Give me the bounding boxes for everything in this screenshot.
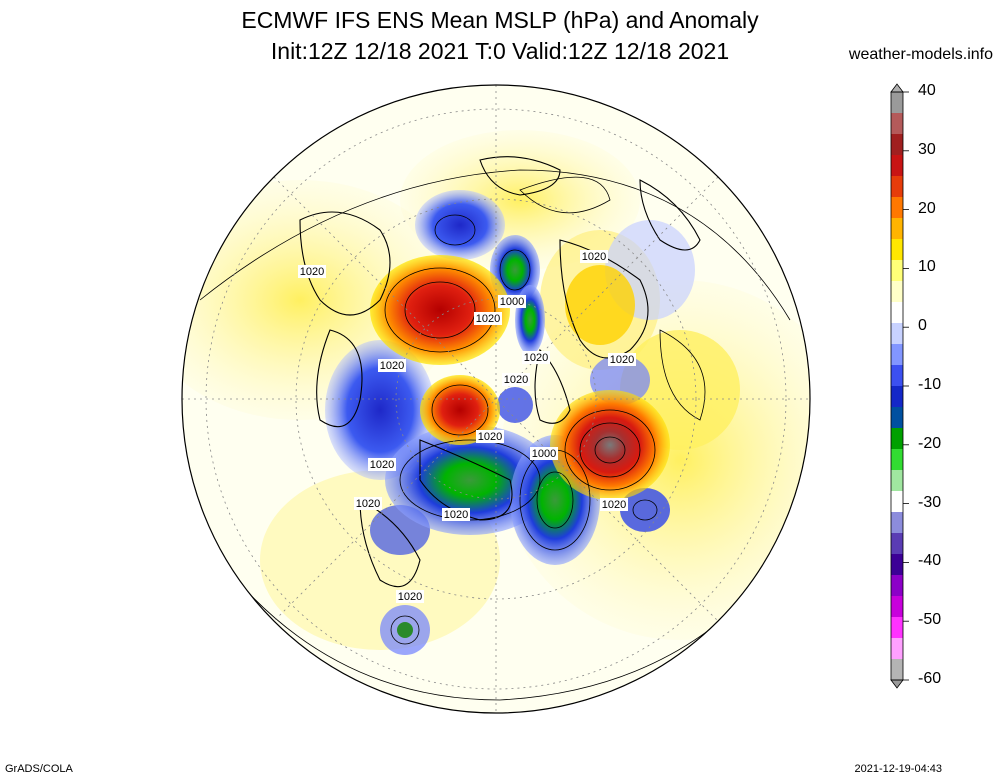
colorbar-top-arrow [890, 83, 904, 93]
isobar-label: 1020 [398, 591, 422, 603]
isobar-label: 1020 [582, 251, 606, 263]
colorbar-segment [891, 596, 903, 618]
colorbar-segment [891, 134, 903, 156]
colorbar-tick-label: -40 [918, 552, 942, 570]
isobar-label: 1020 [602, 499, 626, 511]
colorbar-tick-label: -30 [918, 493, 942, 511]
isobar-label: 1020 [504, 374, 528, 386]
colorbar-segment [891, 638, 903, 660]
colorbar-tick-label: 20 [918, 199, 936, 217]
isobar-label-group: 1020 1020 1020 1000 1020 1020 1020 1020 … [298, 250, 636, 603]
source-credit: weather-models.info [848, 46, 993, 63]
colorbar-segment [891, 407, 903, 429]
colorbar-segment [891, 617, 903, 639]
colorbar-segment [891, 428, 903, 450]
map-title: ECMWF IFS ENS Mean MSLP (hPa) and Anomal… [241, 7, 759, 33]
colorbar-segment [891, 470, 903, 492]
colorbar-tick-label: 0 [918, 317, 927, 335]
isobar-label: 1020 [356, 498, 380, 510]
colorbar-segment [891, 554, 903, 576]
colorbar-segment [891, 323, 903, 345]
colorbar-tick-label: -50 [918, 611, 942, 629]
isobar-label: 1000 [532, 448, 556, 460]
colorbar-segment [891, 449, 903, 471]
colorbar-segment [891, 512, 903, 534]
colorbar-segment [891, 197, 903, 219]
isobar-label: 1020 [476, 313, 500, 325]
colorbar-frame [890, 91, 904, 681]
colorbar-segment [891, 155, 903, 177]
colorbar-segment [891, 302, 903, 324]
colorbar-segment [891, 386, 903, 408]
colorbar-segment [891, 281, 903, 303]
software-credit: GrADS/COLA [5, 763, 73, 775]
colorbar [890, 83, 909, 689]
colorbar-tick-label: -10 [918, 376, 942, 393]
colorbar-segment [891, 176, 903, 198]
isobar-label: 1000 [500, 296, 524, 308]
colorbar-segment [891, 365, 903, 387]
colorbar-segment [891, 533, 903, 555]
isobar-label: 1020 [444, 509, 468, 521]
colorbar-tick-label: -20 [918, 434, 942, 452]
map-subtitle: Init:12Z 12/18 2021 T:0 Valid:12Z 12/18 … [270, 38, 730, 64]
colorbar-tick-label: -60 [918, 670, 942, 687]
isobar-label: 1020 [370, 459, 394, 471]
isobar-label: 1020 [610, 354, 634, 366]
colorbar-segment [891, 344, 903, 366]
isobar-label: 1020 [380, 360, 404, 372]
colorbar-segment [891, 491, 903, 513]
map-border [181, 84, 811, 714]
isobar-label: 1020 [300, 266, 324, 278]
coastlines [299, 156, 701, 588]
colorbar-segment [891, 113, 903, 135]
isobar-label: 1020 [478, 431, 502, 443]
colorbar-segment [891, 260, 903, 282]
colorbar-segment [891, 659, 903, 681]
colorbar-segment [891, 575, 903, 597]
colorbar-segment [891, 218, 903, 240]
colorbar-tick-label: 40 [918, 82, 936, 99]
colorbar-segment [891, 239, 903, 261]
colorbar-tick-label: 30 [918, 140, 936, 158]
colorbar-bottom-arrow [890, 679, 904, 689]
graticule [182, 85, 810, 713]
colorbar-tick-label: 10 [918, 258, 936, 276]
isobar-label: 1020 [524, 352, 548, 364]
generated-timestamp: 2021-12-19-04:43 [854, 763, 942, 775]
colorbar-segment [891, 92, 903, 114]
